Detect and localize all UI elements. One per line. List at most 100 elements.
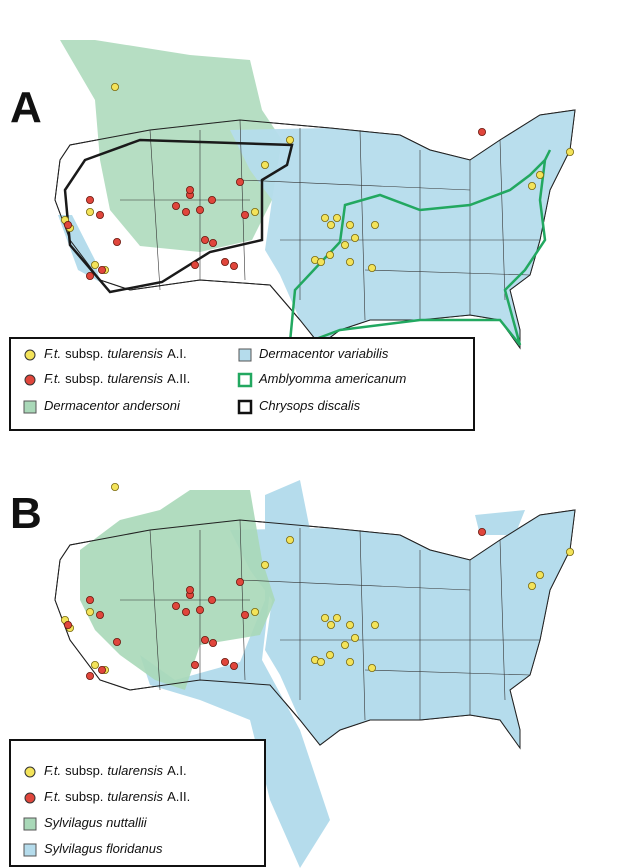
site-ai: [528, 181, 537, 190]
legend-label: Sylvilagus floridanus: [44, 841, 163, 856]
site-ai: [370, 220, 379, 229]
site-ai: [320, 613, 329, 622]
site-aii: [235, 577, 244, 586]
site-aii: [229, 261, 238, 270]
panel-label: A: [10, 83, 42, 132]
legend-label: Chrysops discalis: [259, 398, 361, 413]
site-ai: [345, 620, 354, 629]
epithet: tularensis: [107, 789, 163, 804]
species: Dermacentor andersoni: [44, 398, 181, 413]
legend-symbol: [237, 372, 253, 388]
site-ai: [345, 220, 354, 229]
site-ai: [325, 250, 334, 259]
legend-symbol: [23, 843, 37, 857]
legend-label: F.t. subsp. tularensis A.II.: [44, 371, 190, 386]
site-aii: [195, 205, 204, 214]
site-aii: [208, 638, 217, 647]
site-ai: [566, 547, 575, 556]
dots-a: [61, 83, 575, 280]
site-ai: [325, 650, 334, 659]
site-ai: [370, 620, 379, 629]
site-ai: [285, 535, 294, 544]
genus: F.t.: [44, 789, 61, 804]
site-aii: [113, 637, 122, 646]
genus: F.t.: [44, 371, 61, 386]
site-ai: [345, 257, 354, 266]
site-aii: [86, 271, 95, 280]
site-aii: [229, 661, 238, 670]
site-ai: [350, 233, 359, 242]
site-ai: [528, 581, 537, 590]
legend-a: F.t. subsp. tularensis A.I. F.t. subsp. tulare…: [23, 346, 407, 415]
site-aii: [86, 671, 95, 680]
species: Sylvilagus nuttallii: [44, 815, 148, 830]
site-aii: [190, 260, 199, 269]
site-ai: [260, 560, 269, 569]
site-aii: [98, 665, 107, 674]
site-ai: [91, 660, 100, 669]
site-aii: [64, 620, 73, 629]
legend-label: F.t. subsp. tularensis A.I.: [44, 346, 187, 361]
site-ai: [86, 607, 95, 616]
site-ai: [367, 263, 376, 272]
legend-label: Sylvilagus nuttallii: [44, 815, 148, 830]
site-aii: [207, 195, 216, 204]
site-aii: [235, 177, 244, 186]
range-floridanus-west: [140, 480, 330, 868]
legend-label: Dermacentor variabilis: [259, 346, 389, 361]
epithet: tularensis: [107, 763, 163, 778]
site-aii: [477, 527, 486, 536]
site-ai: [111, 483, 120, 492]
range-andersoni: [60, 40, 282, 252]
site-aii: [96, 610, 105, 619]
site-ai: [332, 613, 341, 622]
site-ai: [326, 220, 335, 229]
site-ai: [340, 240, 349, 249]
site-ai: [536, 570, 545, 579]
site-aii: [195, 605, 204, 614]
clade: A.I.: [167, 346, 187, 361]
legend-symbol: [23, 817, 37, 831]
site-ai: [350, 633, 359, 642]
site-ai: [367, 663, 376, 672]
site-ai: [345, 657, 354, 666]
legend-label: Amblyomma americanum: [258, 371, 407, 386]
site-aii: [208, 238, 217, 247]
rank: subsp.: [65, 789, 103, 804]
site-aii: [171, 601, 180, 610]
rank: subsp.: [65, 346, 103, 361]
site-ai: [260, 160, 269, 169]
species: Sylvilagus floridanus: [44, 841, 163, 856]
range-americanum: [288, 149, 552, 347]
clade: A.I.: [167, 763, 187, 778]
legend-symbol: [238, 348, 252, 362]
site-aii: [113, 237, 122, 246]
legend-label: Dermacentor andersoni: [44, 398, 181, 413]
epithet: tularensis: [107, 346, 163, 361]
site-ai: [320, 213, 329, 222]
site-aii: [185, 585, 194, 594]
map-a: [54, 40, 576, 349]
site-aii: [240, 610, 249, 619]
legend-box: [9, 739, 266, 867]
site-aii: [181, 607, 190, 616]
site-aii: [240, 210, 249, 219]
species: Chrysops discalis: [259, 398, 361, 413]
site-aii: [190, 660, 199, 669]
site-aii: [200, 635, 209, 644]
site-aii: [96, 210, 105, 219]
legend-symbol: [237, 399, 253, 415]
site-aii: [98, 265, 107, 274]
rank: subsp.: [65, 371, 103, 386]
site-aii: [181, 207, 190, 216]
range-discalis: [63, 138, 294, 294]
genus: F.t.: [44, 346, 61, 361]
site-ai: [316, 257, 325, 266]
site-ai: [250, 607, 259, 616]
range-floridanus-north: [475, 510, 525, 535]
rank: subsp.: [65, 763, 103, 778]
site-aii: [207, 595, 216, 604]
species: Amblyomma americanum: [258, 371, 407, 386]
site-aii: [185, 185, 194, 194]
